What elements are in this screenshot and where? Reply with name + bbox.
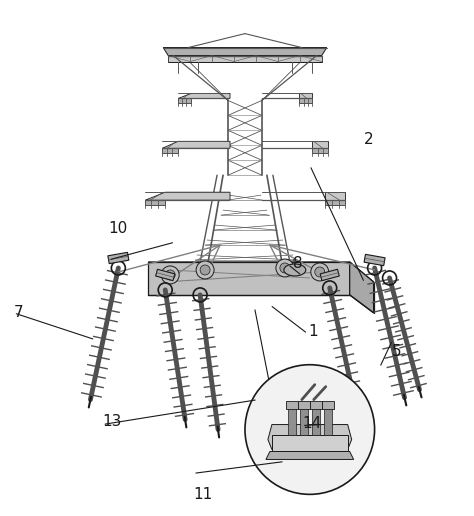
Circle shape <box>311 263 329 281</box>
Circle shape <box>200 265 210 275</box>
Text: 13: 13 <box>102 414 122 429</box>
Polygon shape <box>350 262 374 313</box>
Polygon shape <box>272 434 347 452</box>
Polygon shape <box>320 269 339 281</box>
Text: 10: 10 <box>109 221 128 236</box>
Polygon shape <box>312 148 328 153</box>
Polygon shape <box>148 262 350 295</box>
Text: 2: 2 <box>364 132 374 147</box>
Circle shape <box>165 270 175 280</box>
Polygon shape <box>325 200 345 205</box>
Polygon shape <box>298 400 310 409</box>
Polygon shape <box>364 254 385 266</box>
Polygon shape <box>300 405 308 434</box>
Circle shape <box>276 259 294 277</box>
Circle shape <box>245 365 374 494</box>
Polygon shape <box>145 200 165 205</box>
Circle shape <box>280 263 290 273</box>
Polygon shape <box>148 262 374 282</box>
Text: 7: 7 <box>14 304 24 319</box>
Text: 1: 1 <box>308 324 318 338</box>
Text: 14: 14 <box>302 416 321 431</box>
Polygon shape <box>145 192 230 200</box>
Polygon shape <box>322 400 334 409</box>
Polygon shape <box>288 405 296 434</box>
Polygon shape <box>310 400 322 409</box>
Circle shape <box>315 267 325 277</box>
Polygon shape <box>162 148 178 153</box>
Polygon shape <box>324 405 332 434</box>
Circle shape <box>161 266 179 284</box>
Polygon shape <box>268 425 352 449</box>
Polygon shape <box>299 99 312 103</box>
Text: 8: 8 <box>293 255 302 271</box>
Polygon shape <box>178 93 230 99</box>
Ellipse shape <box>284 264 306 276</box>
Polygon shape <box>299 93 312 99</box>
Text: 5: 5 <box>392 344 401 359</box>
Polygon shape <box>178 99 191 103</box>
Text: 11: 11 <box>193 487 213 502</box>
Circle shape <box>196 261 214 279</box>
Polygon shape <box>266 452 354 459</box>
Polygon shape <box>155 269 175 281</box>
Polygon shape <box>108 252 129 264</box>
Polygon shape <box>162 141 230 148</box>
Polygon shape <box>163 47 327 56</box>
Polygon shape <box>312 405 320 434</box>
Polygon shape <box>312 141 328 148</box>
Polygon shape <box>168 56 322 61</box>
Polygon shape <box>325 192 345 200</box>
Polygon shape <box>286 400 298 409</box>
